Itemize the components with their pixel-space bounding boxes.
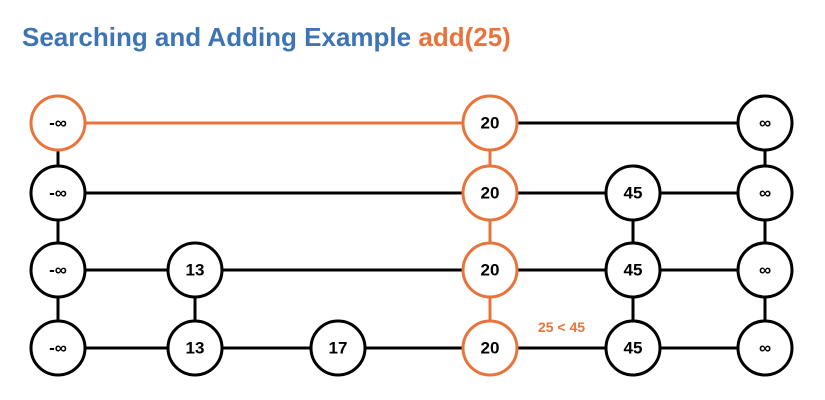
node-label: 20 [481, 113, 500, 132]
node-circle [604, 164, 662, 222]
node-circle [166, 241, 224, 299]
node-circle [29, 164, 87, 222]
node-level-3-neg-inf: -∞ [29, 319, 87, 377]
node-label: ∞ [759, 113, 771, 132]
node-label: ∞ [759, 183, 771, 202]
node-circle [736, 94, 794, 152]
node-level-2-45: 45 [604, 241, 662, 299]
node-label: 17 [329, 338, 348, 357]
node-level-3-13: 13 [166, 319, 224, 377]
node-circle [461, 241, 519, 299]
node-level-3-45: 45 [604, 319, 662, 377]
node-circle [29, 241, 87, 299]
node-level-0-inf: ∞ [736, 94, 794, 152]
node-label: 45 [624, 338, 643, 357]
node-label: -∞ [49, 113, 67, 132]
node-label: 45 [624, 260, 643, 279]
node-circle [29, 319, 87, 377]
node-circle [604, 319, 662, 377]
node-level-2-inf: ∞ [736, 241, 794, 299]
node-level-3-inf: ∞ [736, 319, 794, 377]
node-circle [604, 241, 662, 299]
node-label: ∞ [759, 338, 771, 357]
node-label: 20 [481, 338, 500, 357]
node-circle [461, 319, 519, 377]
node-circle [29, 94, 87, 152]
node-circle [166, 319, 224, 377]
node-circle [309, 319, 367, 377]
node-label: ∞ [759, 260, 771, 279]
node-level-1-45: 45 [604, 164, 662, 222]
node-level-3-20: 20 [461, 319, 519, 377]
node-level-2-20: 20 [461, 241, 519, 299]
node-level-1-neg-inf: -∞ [29, 164, 87, 222]
node-label: -∞ [49, 338, 67, 357]
title-operation: add(25) [418, 22, 511, 52]
node-circle [736, 319, 794, 377]
node-circle [736, 241, 794, 299]
node-circle [461, 94, 519, 152]
node-level-1-20: 20 [461, 164, 519, 222]
node-level-1-inf: ∞ [736, 164, 794, 222]
node-level-0-neg-inf: -∞ [29, 94, 87, 152]
node-level-2-13: 13 [166, 241, 224, 299]
node-level-0-20: 20 [461, 94, 519, 152]
node-label: 45 [624, 183, 643, 202]
node-level-3-17: 17 [309, 319, 367, 377]
node-label: 13 [186, 260, 205, 279]
page-title: Searching and Adding Example add(25) [22, 22, 511, 53]
title-text: Searching and Adding Example [22, 22, 412, 52]
node-circle [736, 164, 794, 222]
node-label: 20 [481, 183, 500, 202]
comparison-annotation: 25 < 45 [538, 319, 585, 335]
node-label: -∞ [49, 183, 67, 202]
node-circle [461, 164, 519, 222]
node-label: 13 [186, 338, 205, 357]
node-label: 20 [481, 260, 500, 279]
node-level-2-neg-inf: -∞ [29, 241, 87, 299]
node-label: -∞ [49, 260, 67, 279]
